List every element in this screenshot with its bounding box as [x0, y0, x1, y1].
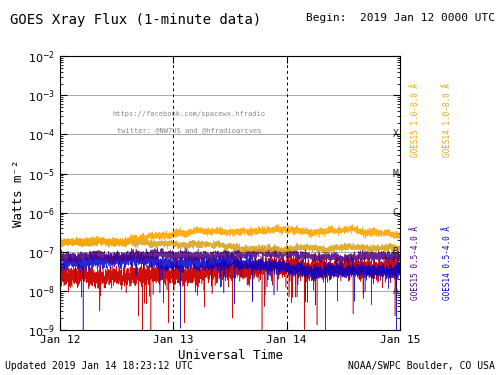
Text: GOES14 0.5-4.0 Å: GOES14 0.5-4.0 Å: [443, 225, 452, 300]
Text: https://facebook.com/spacewx.hfradio: https://facebook.com/spacewx.hfradio: [112, 111, 266, 117]
Text: C: C: [392, 208, 398, 218]
Text: twitter: @NW7US and @hfradioarcves: twitter: @NW7US and @hfradioarcves: [117, 127, 262, 133]
Text: X: X: [392, 129, 398, 140]
Text: Begin:  2019 Jan 12 0000 UTC: Begin: 2019 Jan 12 0000 UTC: [306, 13, 495, 23]
Text: NOAA/SWPC Boulder, CO USA: NOAA/SWPC Boulder, CO USA: [348, 361, 495, 371]
Text: GOES15 0.5-4.0 Å: GOES15 0.5-4.0 Å: [410, 225, 420, 300]
Y-axis label: Watts m⁻²: Watts m⁻²: [12, 159, 25, 227]
Text: GOES14 1.0-8.0 Å: GOES14 1.0-8.0 Å: [443, 83, 452, 157]
X-axis label: Universal Time: Universal Time: [178, 349, 282, 362]
Text: GOES Xray Flux (1-minute data): GOES Xray Flux (1-minute data): [10, 13, 261, 27]
Text: GOES15 1.0-8.0 Å: GOES15 1.0-8.0 Å: [410, 83, 420, 157]
Text: Updated 2019 Jan 14 18:23:12 UTC: Updated 2019 Jan 14 18:23:12 UTC: [5, 361, 193, 371]
Text: B: B: [392, 247, 398, 257]
Text: A: A: [392, 286, 398, 296]
Text: M: M: [392, 169, 398, 178]
